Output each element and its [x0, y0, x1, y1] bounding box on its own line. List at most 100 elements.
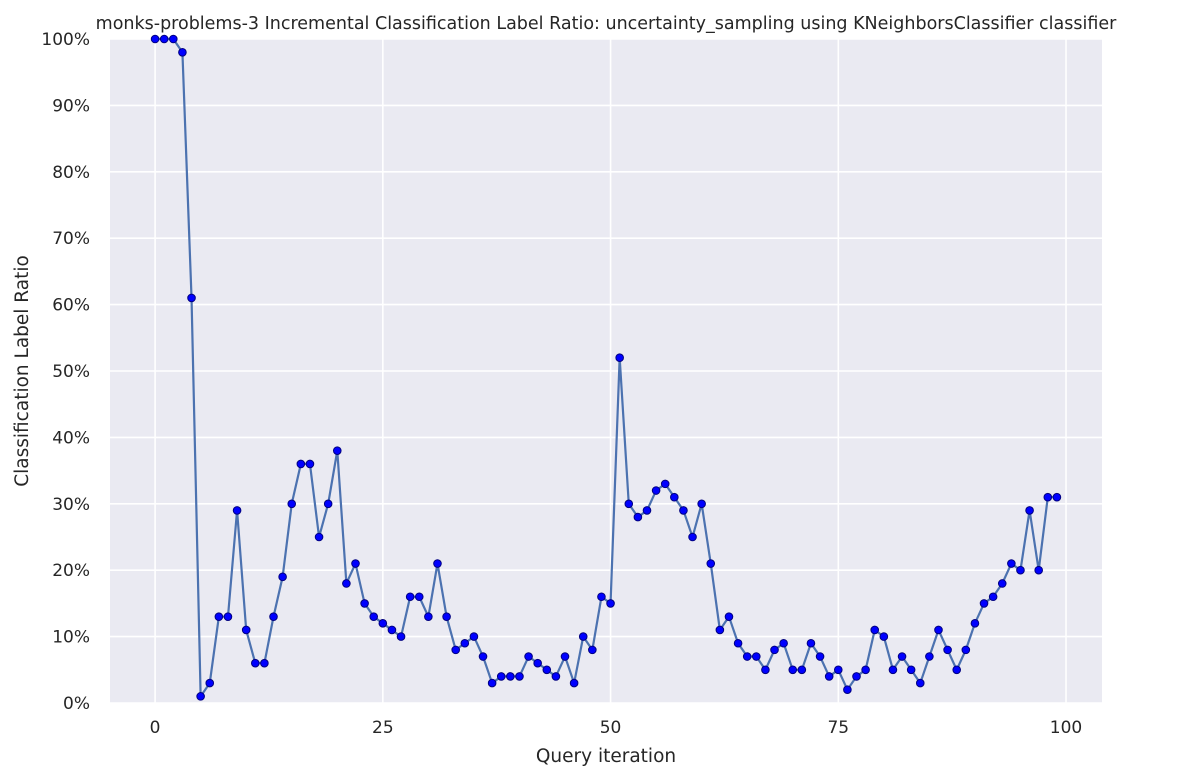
data-point	[269, 612, 278, 621]
data-point	[524, 652, 533, 661]
y-tick-label: 100%	[41, 30, 90, 50]
data-point	[260, 658, 269, 668]
data-point	[797, 665, 807, 675]
x-tick-label: 25	[372, 718, 394, 738]
data-point	[378, 619, 388, 628]
data-point	[351, 559, 360, 568]
data-point	[642, 506, 652, 515]
data-point	[578, 632, 588, 641]
data-point	[369, 612, 379, 621]
data-point	[196, 692, 205, 701]
data-point	[451, 645, 460, 655]
data-point	[387, 625, 397, 635]
data-point	[250, 658, 260, 668]
data-point	[360, 599, 369, 608]
data-point	[278, 572, 287, 582]
y-axis-label: Classification Label Ratio	[12, 255, 33, 487]
data-point	[323, 499, 333, 509]
x-tick-label: 0	[150, 718, 161, 738]
data-point	[670, 492, 679, 502]
data-point	[688, 532, 697, 542]
x-tick-label: 50	[600, 718, 622, 738]
data-point	[241, 625, 251, 635]
data-point	[478, 652, 488, 661]
grid-lines	[110, 38, 1102, 704]
data-point	[223, 612, 233, 621]
y-tick-label: 0%	[63, 694, 90, 714]
data-point	[915, 678, 925, 688]
data-point	[733, 638, 743, 648]
series-line	[155, 37, 1057, 698]
data-point	[660, 479, 670, 489]
data-point	[487, 678, 497, 688]
y-tick-label: 10%	[52, 628, 90, 648]
y-tick-labels: 0% 10% 20% 30% 40% 50% 60% 70% 80% 90% 100%	[41, 30, 90, 714]
data-point	[706, 559, 716, 568]
data-point	[1043, 492, 1053, 502]
data-point	[342, 579, 351, 588]
data-point	[761, 665, 770, 675]
data-point	[752, 652, 761, 661]
x-tick-label: 100	[1050, 718, 1082, 738]
data-point	[724, 612, 734, 621]
data-point	[287, 499, 297, 509]
data-point	[1016, 565, 1025, 575]
data-point	[624, 499, 634, 509]
data-point	[843, 685, 852, 695]
data-point	[597, 592, 606, 602]
y-tick-label: 50%	[52, 362, 90, 382]
y-tick-label: 90%	[52, 96, 90, 116]
data-point	[679, 506, 688, 515]
y-tick-label: 30%	[52, 495, 90, 515]
data-point	[332, 446, 342, 455]
x-tick-label: 75	[827, 718, 849, 738]
data-point	[314, 532, 324, 542]
y-tick-label: 20%	[52, 561, 90, 581]
y-tick-label: 70%	[52, 229, 90, 249]
data-point	[1007, 559, 1016, 568]
data-point	[934, 625, 943, 635]
data-point	[633, 512, 643, 522]
data-point	[852, 672, 861, 681]
y-tick-label: 40%	[52, 428, 90, 448]
data-point	[770, 645, 779, 655]
data-point	[515, 672, 524, 681]
data-point	[414, 592, 424, 602]
data-point	[879, 632, 889, 641]
data-point	[588, 645, 597, 655]
data-point	[806, 638, 816, 648]
data-point	[560, 652, 570, 661]
data-point	[1034, 565, 1043, 575]
data-point	[1025, 506, 1034, 515]
data-point	[569, 678, 579, 688]
data-point	[424, 612, 433, 621]
data-point	[615, 353, 624, 363]
data-point	[961, 645, 971, 655]
data-point	[205, 678, 215, 688]
data-point	[906, 665, 916, 675]
data-point	[925, 652, 934, 661]
data-point	[169, 34, 178, 44]
data-point	[542, 665, 552, 675]
data-point	[815, 652, 825, 661]
data-point	[779, 638, 788, 648]
data-point	[824, 672, 834, 681]
data-point	[232, 506, 242, 515]
data-point	[187, 293, 196, 303]
data-point	[214, 612, 224, 621]
data-point	[469, 632, 479, 641]
data-point	[296, 459, 306, 469]
data-point	[533, 658, 542, 668]
data-point	[888, 665, 898, 675]
data-point	[159, 34, 169, 44]
data-point	[433, 559, 442, 568]
data-point	[833, 665, 843, 675]
y-tick-label: 60%	[52, 296, 90, 316]
chart-title: monks-problems-3 Incremental Classificat…	[96, 14, 1117, 34]
data-point	[970, 619, 980, 628]
data-point	[997, 579, 1007, 588]
data-point	[1052, 492, 1062, 502]
series-group	[150, 34, 1062, 701]
data-point	[396, 632, 406, 641]
